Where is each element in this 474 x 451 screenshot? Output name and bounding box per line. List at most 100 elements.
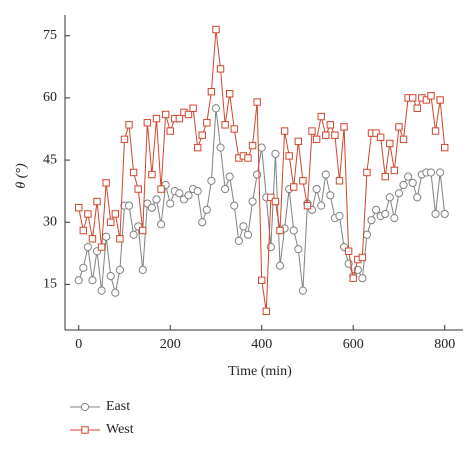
data-point [198,218,207,227]
data-point [148,170,156,179]
data-point [399,180,408,190]
data-point [408,94,417,102]
data-point [289,226,298,235]
data-point [371,205,381,214]
data-point [111,288,120,297]
data-point [413,193,422,202]
data-point [193,143,202,152]
x-tick-label: 800 [434,337,455,352]
data-point [275,261,285,270]
x-axis-label: Time (min) [228,364,292,379]
data-point [111,210,120,218]
x-tick-label: 200 [160,337,181,352]
data-point [326,121,335,129]
y-tick-label: 15 [43,277,57,292]
data-point [230,201,239,210]
data-point [157,185,165,193]
data-point [225,172,234,181]
x-tick-label: 0 [75,337,82,352]
data-point [115,265,124,275]
data-point [166,127,174,135]
data-point [161,110,170,119]
data-point [349,274,357,282]
y-tick-label: 30 [43,214,57,229]
data-point [97,243,106,251]
data-point [175,114,184,123]
data-point [317,201,326,210]
data-point [390,166,399,175]
data-point [207,87,216,96]
x-tick-label: 400 [251,337,272,352]
data-point [138,265,147,275]
data-point [363,168,371,177]
data-point [88,235,97,243]
data-point [326,191,335,200]
y-tick-label: 60 [43,90,57,105]
data-point [340,123,348,131]
data-point [321,170,330,179]
data-point [156,220,166,229]
data-point [102,232,111,241]
data-point [367,216,376,225]
data-point [399,135,408,144]
data-point [139,226,147,235]
data-point [426,168,436,177]
data-point [395,123,403,131]
data-point [408,178,417,187]
data-point [84,210,92,218]
data-point [358,274,367,283]
data-point [221,184,230,194]
legend-marker [80,402,90,412]
data-point [381,172,389,181]
data-point [372,129,380,137]
data-point [134,185,142,193]
data-point [225,90,234,98]
legend-marker [81,426,89,434]
data-point [79,263,88,272]
data-point [239,222,248,231]
data-point [267,193,275,202]
data-point [431,209,440,219]
data-point [436,168,445,177]
data-point [125,121,133,129]
data-point [422,96,431,104]
data-point [358,253,367,262]
data-point [166,199,175,208]
data-point [243,230,253,239]
data-point [189,104,197,112]
data-point [431,127,440,135]
data-point [394,189,404,198]
data-point [79,226,87,235]
data-point [184,191,193,200]
data-point [88,276,97,285]
data-point [436,96,444,104]
legend-label: East [106,399,130,414]
data-point [312,184,321,194]
data-point [216,143,225,152]
data-point [280,127,289,135]
data-point [376,133,385,141]
data-point [440,209,449,219]
data-point [152,195,161,204]
data-point [143,119,152,127]
data-point [385,193,394,202]
data-point [303,201,312,210]
data-point [290,183,298,191]
data-point [184,110,193,119]
data-point [441,143,449,152]
data-point [308,127,316,135]
data-point [427,92,435,100]
data-point [294,137,303,146]
data-point [230,125,238,133]
data-point [212,25,220,34]
data-point [97,286,106,295]
data-point [74,276,83,285]
data-point [253,170,262,179]
data-point [120,135,129,144]
data-point [198,131,206,139]
data-point [390,213,399,223]
data-point [362,230,372,239]
data-point [124,201,134,210]
data-point [404,172,413,181]
